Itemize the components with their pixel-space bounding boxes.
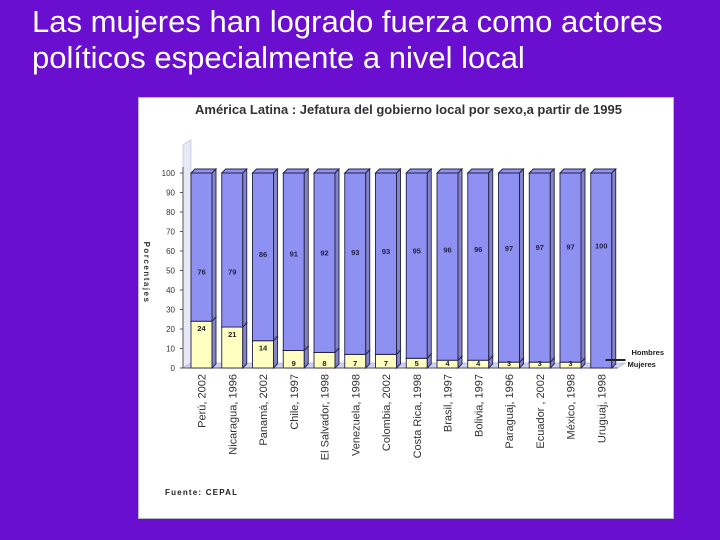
hombres-value-label: 97 (536, 243, 544, 252)
category-label: Costa Rica, 1998 (412, 374, 424, 458)
hombres-bar-side (426, 167, 432, 360)
hombres-bar-side (303, 167, 309, 352)
mujeres-value-label: 4 (445, 359, 450, 368)
mujeres-value-label: 3 (538, 359, 542, 368)
category-label: Paraguaj, 1996 (504, 374, 516, 449)
hombres-value-label: 93 (351, 248, 359, 257)
chart-title: América Latina : Jefatura del gobierno l… (195, 102, 622, 117)
hombres-bar (559, 172, 582, 363)
plot-floor (181, 362, 627, 369)
category-label: Panamá, 2002 (258, 374, 270, 446)
hombres-bar (467, 172, 490, 361)
mujeres-value-label: 3 (568, 359, 572, 368)
hombres-bar (528, 172, 551, 363)
hombres-bar (282, 172, 305, 351)
hombres-bar-side (365, 167, 371, 356)
category-label: Colombia, 2002 (381, 374, 393, 451)
hombres-value-label: 96 (474, 245, 482, 254)
mujeres-value-label: 5 (415, 359, 419, 368)
y-tick-label: 50 (166, 267, 175, 276)
hombres-bar (375, 172, 397, 355)
y-tick-label: 70 (166, 228, 175, 237)
mujeres-bar-side (242, 321, 248, 370)
hombres-bar-side (334, 167, 340, 354)
hombres-value-label: 92 (320, 249, 328, 258)
y-tick-label: 0 (171, 364, 176, 373)
hombres-value-label: 96 (443, 246, 451, 255)
category-label: Ecuador , 2002 (535, 374, 547, 449)
mujeres-value-label: 7 (384, 359, 388, 368)
y-tick-label: 80 (166, 208, 175, 217)
legend-label-mujeres: Mujeres (628, 360, 656, 369)
mujeres-value-label: 7 (353, 359, 357, 368)
mujeres-value-label: 8 (322, 359, 326, 368)
hombres-bar (190, 172, 213, 322)
y-tick-label: 20 (166, 325, 175, 334)
category-label: Chile, 1997 (289, 374, 301, 430)
y-axis-label: Porcentajes (142, 242, 151, 304)
hombres-bar (498, 172, 520, 363)
legend-label-hombres: Hombres (632, 348, 665, 357)
y-tick-label: 100 (162, 169, 176, 178)
hombres-bar-side (396, 167, 401, 356)
y-tick-label: 40 (166, 286, 175, 295)
hombres-bar-side (211, 167, 217, 323)
category-label: Uruguaj, 1998 (596, 374, 608, 443)
hombres-bar (590, 172, 613, 369)
hombres-value-label: 86 (259, 250, 267, 259)
hombres-value-label: 93 (382, 247, 390, 256)
category-label: Bolivia, 1997 (473, 374, 485, 437)
slide-title: Las mujeres han logrado fuerza como acto… (32, 4, 663, 75)
category-label: El Salvador, 1998 (320, 374, 332, 460)
mujeres-value-label: 21 (228, 330, 236, 339)
plot-wall (182, 139, 192, 369)
mujeres-value-label: 3 (507, 359, 511, 368)
hombres-bar (436, 172, 459, 361)
y-tick-label: 30 (166, 306, 175, 315)
hombres-value-label: 79 (228, 268, 236, 277)
hombres-bar-side (580, 167, 586, 364)
category-label: Nicaragua, 1996 (227, 374, 239, 455)
mujeres-value-label: 24 (197, 324, 206, 333)
bar-chart: América Latina : Jefatura del gobierno l… (142, 102, 665, 497)
hombres-bar (344, 172, 367, 355)
hombres-value-label: 95 (413, 246, 421, 255)
chart-panel: América Latina : Jefatura del gobierno l… (138, 97, 674, 519)
hombres-bar-side (549, 167, 555, 364)
hombres-bar-side (488, 167, 494, 362)
hombres-bar-side (242, 167, 248, 329)
hombres-bar (221, 172, 244, 328)
category-label: Venezuela, 1998 (350, 374, 362, 456)
hombres-bar-side (611, 167, 617, 370)
mujeres-bar-side (273, 335, 278, 370)
category-label: Perú, 2002 (197, 374, 209, 428)
hombres-bar-side (457, 167, 463, 362)
y-tick-label: 90 (166, 189, 175, 198)
mujeres-bar-side (211, 316, 217, 370)
hombres-value-label: 76 (197, 268, 205, 277)
y-tick-label: 60 (166, 247, 175, 256)
mujeres-value-label: 4 (476, 359, 481, 368)
chart-source: Fuente: CEPAL (165, 488, 238, 497)
category-label: México, 1998 (566, 374, 578, 439)
hombres-value-label: 100 (595, 242, 608, 251)
hombres-bar-side (519, 167, 524, 364)
hombres-value-label: 97 (566, 242, 574, 251)
hombres-value-label: 91 (290, 249, 298, 258)
mujeres-value-label: 9 (292, 359, 296, 368)
category-label: Brasil, 1997 (443, 374, 455, 432)
hombres-bar-side (273, 167, 278, 342)
y-tick-label: 10 (166, 345, 175, 354)
mujeres-value-label: 14 (259, 344, 268, 353)
hombres-bar (405, 172, 428, 359)
hombres-value-label: 97 (505, 244, 513, 253)
hombres-bar (313, 172, 336, 353)
